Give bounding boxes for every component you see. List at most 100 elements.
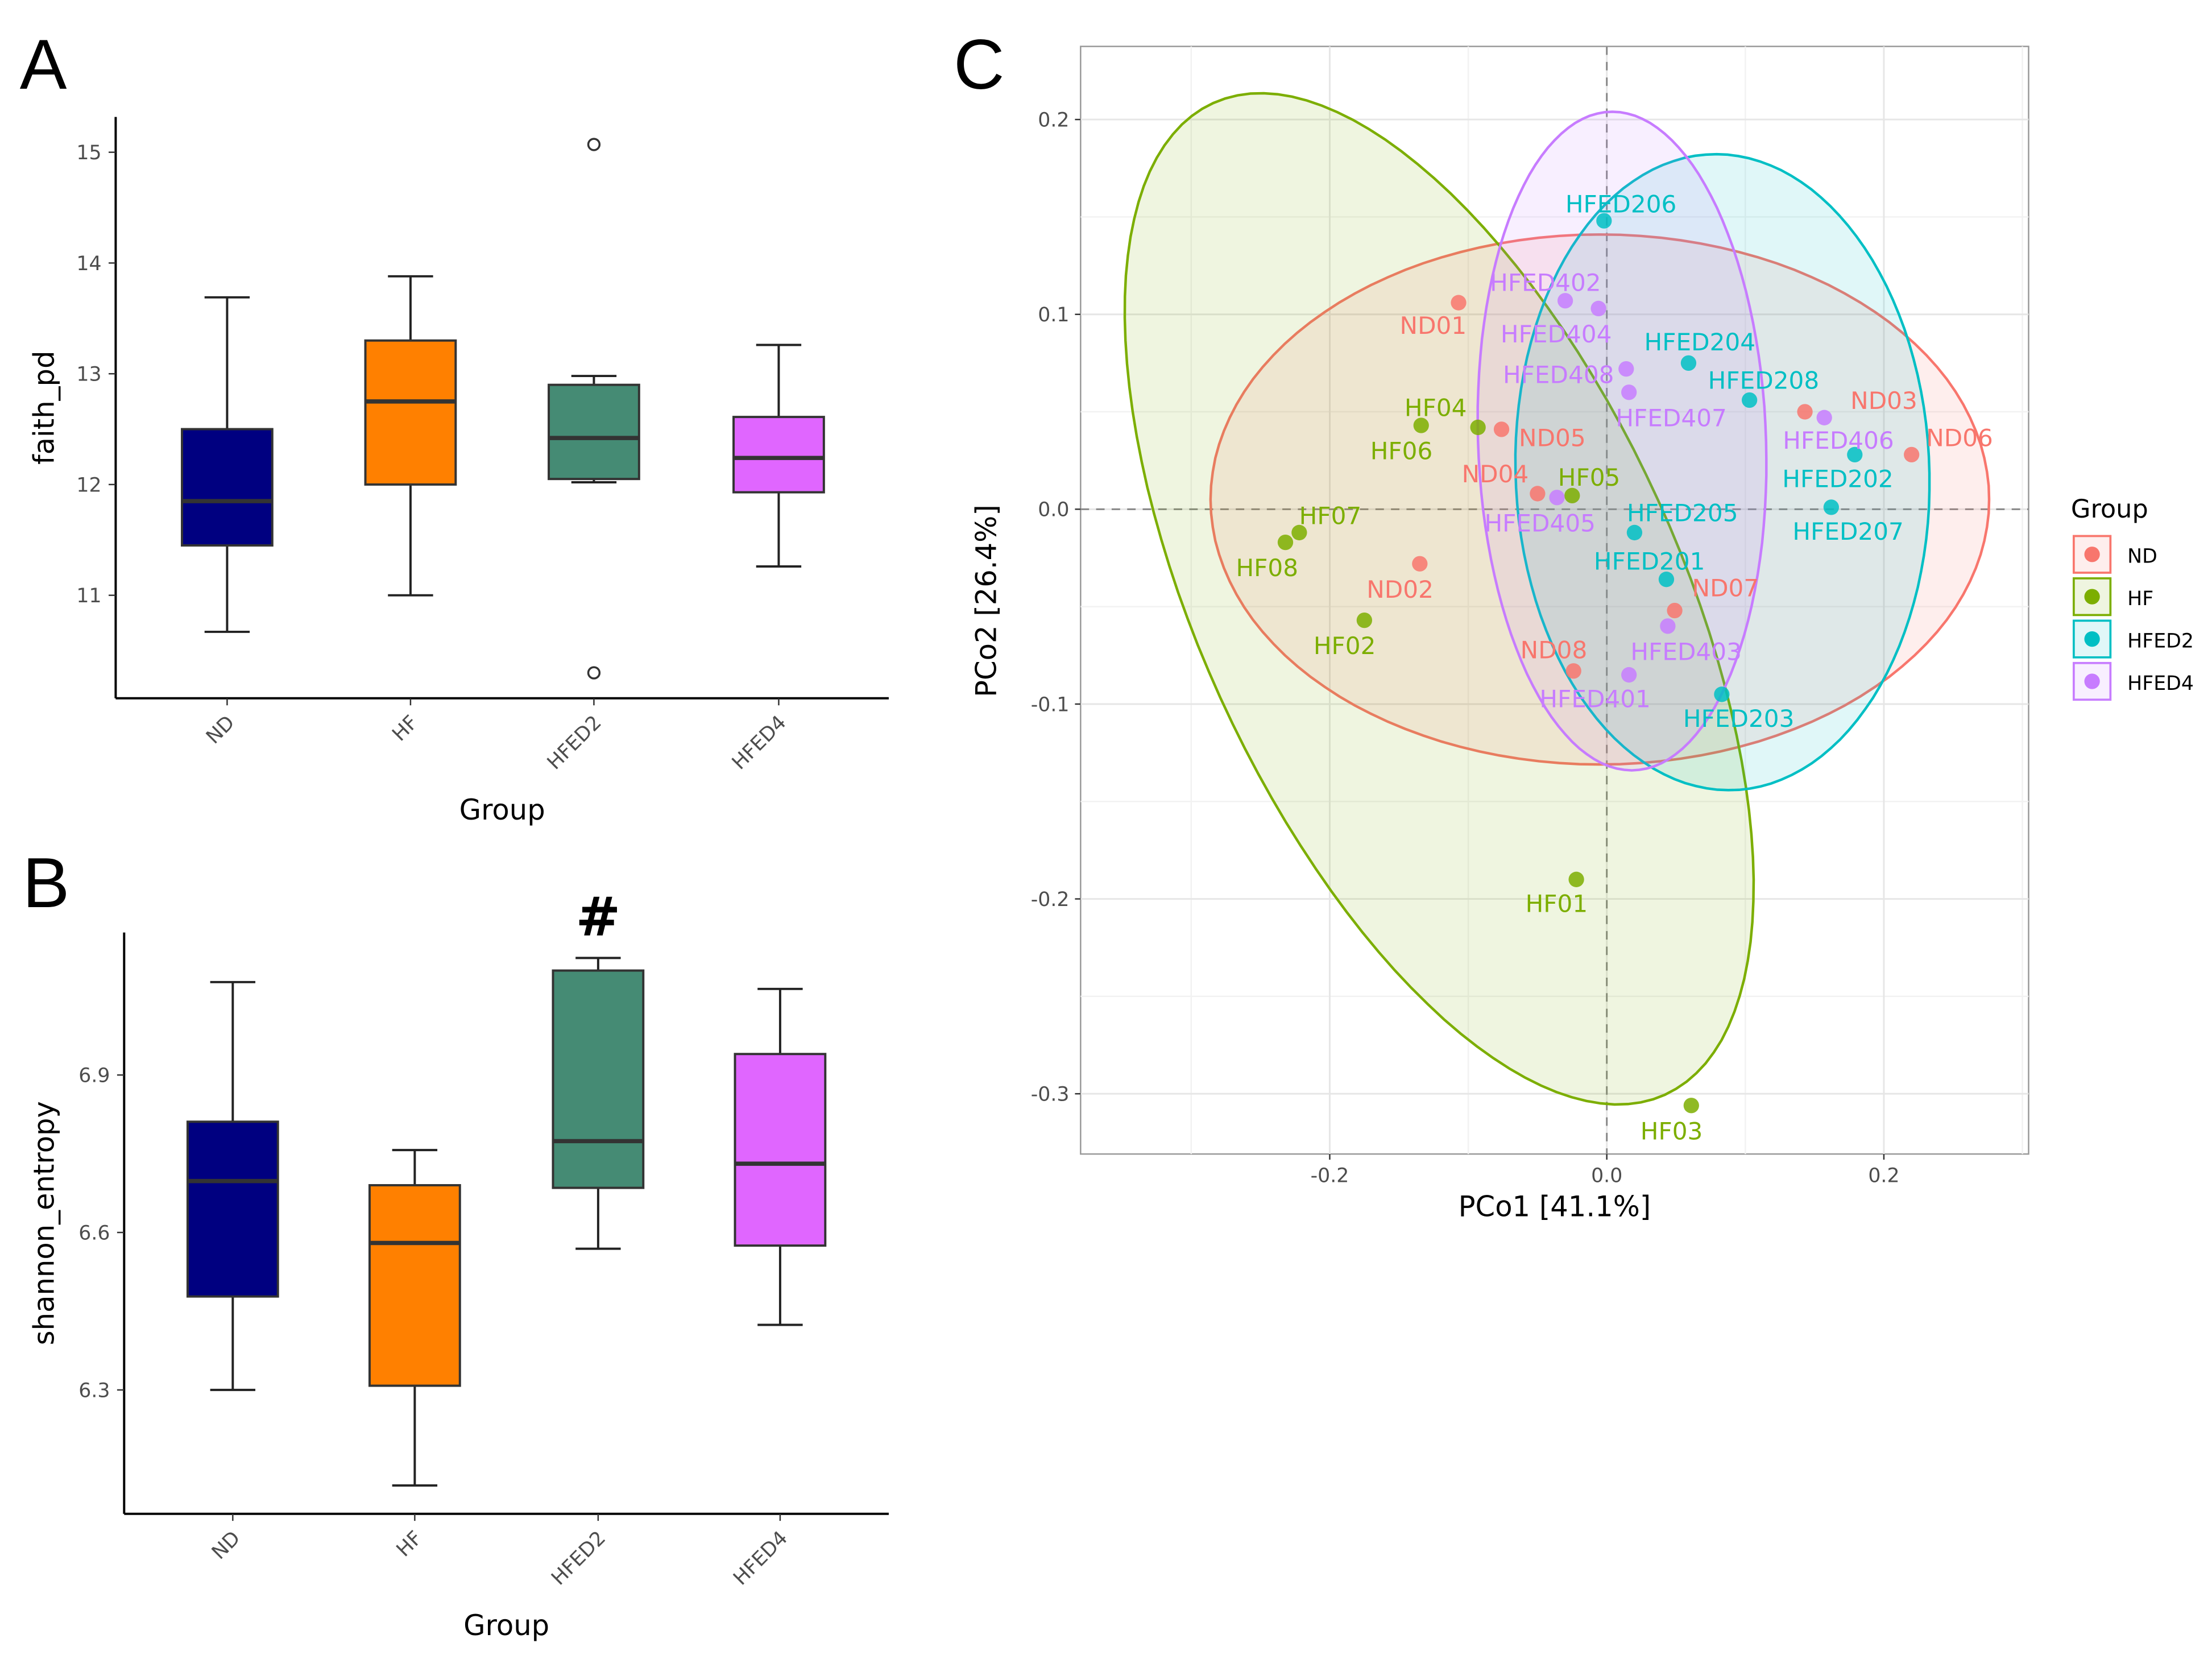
legend-dot [2084,547,2100,562]
data-point-hfed404 [1590,300,1606,317]
data-point-hf07 [1291,524,1307,541]
box-nd [181,296,274,633]
point-label: HF08 [1236,554,1298,582]
data-point-hfed402 [1557,293,1573,309]
data-point-hfed203 [1714,686,1730,702]
legend-dot [2084,631,2100,647]
legend-label: ND [2127,545,2157,568]
iqr-box [548,383,640,481]
data-point-hf01 [1568,871,1584,887]
point-label: ND04 [1462,460,1529,488]
data-point-hfed408 [1618,361,1634,377]
box-nd [186,980,279,1391]
point-label: HFED406 [1783,427,1894,454]
panel-label-a: A [20,26,67,104]
x-tick-label: HFED4 [728,711,791,775]
data-point-hfed208 [1741,392,1758,408]
point-label: HFED204 [1644,328,1756,356]
data-point-hfed201 [1658,572,1675,588]
data-point-hf06 [1413,417,1429,433]
data-point-hfed207 [1823,499,1840,515]
point-label: HFED207 [1792,518,1904,545]
data-point-hfed206 [1596,213,1612,229]
point-label: HF04 [1405,394,1467,422]
point-label: HF02 [1314,632,1376,660]
box-hfed2 [548,138,640,680]
x-tick-label: 0.0 [1591,1165,1622,1188]
box-hf [368,1149,461,1487]
data-point-hf03 [1683,1098,1699,1114]
point-label: HF07 [1299,502,1362,530]
y-tick-label: 13 [76,363,101,386]
data-point-nd05 [1493,421,1510,437]
box-hfed2 [552,957,645,1250]
legend-dot [2084,589,2100,605]
legend-label: HFED4 [2127,672,2194,695]
iqr-box [364,339,457,486]
y-tick-label: 6.9 [78,1065,110,1087]
ellipse-hfed4 [1476,110,1768,772]
legend-label: HFED2 [2127,630,2194,652]
point-label: HFED401 [1539,685,1651,713]
outlier-point [587,138,601,151]
x-tick-label: ND [202,711,239,749]
point-label: HFED404 [1501,320,1612,348]
iqr-box [368,1184,461,1387]
x-tick-label: HFED2 [543,711,606,775]
point-label: HFED405 [1484,509,1596,537]
data-point-hf08 [1277,534,1294,551]
data-point-hfed401 [1621,667,1637,683]
legend-title: Group [2071,494,2148,524]
x-axis-title: Group [459,793,545,826]
point-label: HFED407 [1615,404,1727,432]
data-point-nd04 [1530,486,1546,502]
data-point-hfed405 [1549,490,1565,506]
x-tick-label: HF [388,711,422,746]
x-tick-label: HFED2 [547,1526,610,1590]
box-hf [364,275,457,597]
y-tick-label: 14 [76,253,101,275]
point-label: HFED206 [1565,190,1677,218]
box-hfed4 [732,344,825,568]
y-tick-label: 12 [76,474,101,497]
data-point-nd06 [1904,446,1920,463]
legend-dot [2084,673,2100,689]
significance-annotation: # [575,886,620,949]
point-label: HFED208 [1708,367,1820,395]
panel-label-b: B [23,844,70,922]
x-axis-title: PCo1 [41.1%] [1459,1190,1651,1223]
iqr-box [552,969,645,1189]
data-point-hfed403 [1660,618,1676,634]
data-point-hf02 [1356,612,1373,628]
shannon-entropy-boxplot: 6.3 6.6 6.9 ND HF HFED2 # HFED4 Group shannon_ent… [27,886,889,1642]
y-tick-label: 6.3 [78,1379,110,1402]
data-point-hf04 [1470,419,1486,436]
data-point-nd01 [1451,295,1467,311]
x-tick-label: 0.2 [1868,1165,1899,1188]
y-tick-label: 0.0 [1038,499,1069,522]
point-label: ND01 [1400,312,1467,340]
faith-pd-boxplot: 11 12 13 14 15 ND HF HFED2 HFED4 Group faith_pd [27,117,889,826]
x-tick-label: ND [208,1526,245,1564]
point-label: HF03 [1641,1117,1703,1145]
x-tick-label: HFED4 [729,1526,792,1590]
iqr-box [186,1120,279,1298]
legend-label: HF [2127,588,2153,610]
data-point-nd02 [1412,556,1428,572]
point-label: HF05 [1558,464,1621,491]
data-point-nd08 [1565,663,1581,679]
x-tick-label: -0.2 [1311,1165,1349,1188]
box-hfed4 [734,987,827,1326]
y-tick-label: 6.6 [78,1222,110,1244]
data-point-hf05 [1564,487,1580,504]
point-label: ND07 [1692,574,1759,602]
point-label: HF01 [1526,890,1588,917]
ellipse-hf [1123,92,1755,1106]
x-tick-label: HF [392,1526,427,1561]
point-label: ND03 [1850,387,1917,415]
panel-label-c: C [954,26,1005,104]
data-point-nd07 [1667,602,1683,619]
data-point-hfed406 [1816,409,1832,425]
point-label: HFED403 [1630,638,1742,665]
y-axis-title: faith_pd [27,351,60,465]
